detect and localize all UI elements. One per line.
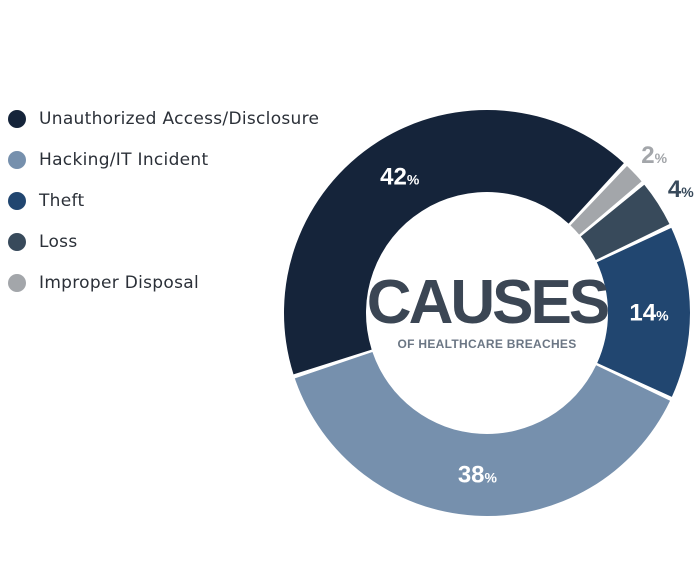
legend-swatch <box>8 191 26 210</box>
legend-swatch <box>8 150 26 169</box>
legend-label: Improper Disposal <box>39 272 199 293</box>
legend-label: Loss <box>39 231 78 252</box>
percent-label: 38% <box>458 462 498 489</box>
percent-label: 14% <box>629 299 669 326</box>
chart-legend: Unauthorized Access/Disclosure Hacking/I… <box>8 98 319 303</box>
legend-item: Theft <box>8 180 319 221</box>
chart-title: CAUSES <box>367 268 608 337</box>
donut-slice <box>294 351 671 517</box>
legend-swatch <box>8 232 26 251</box>
legend-item: Hacking/IT Incident <box>8 139 319 180</box>
percent-label: 2% <box>641 142 667 169</box>
donut-slice <box>570 165 642 235</box>
percent-label: 42% <box>380 164 420 191</box>
legend-item: Unauthorized Access/Disclosure <box>8 98 319 139</box>
legend-swatch <box>8 273 26 292</box>
donut-slices <box>284 110 690 517</box>
legend-swatch <box>8 109 26 128</box>
chart-subtitle: OF HEALTHCARE BREACHES <box>397 337 576 351</box>
legend-item: Improper Disposal <box>8 262 319 303</box>
legend-label: Unauthorized Access/Disclosure <box>39 108 320 129</box>
donut-slice <box>580 184 670 260</box>
legend-item: Loss <box>8 221 319 262</box>
donut-slice <box>284 110 624 375</box>
legend-label: Hacking/IT Incident <box>39 149 209 170</box>
donut-slice <box>596 227 690 397</box>
percent-label: 4% <box>668 176 694 203</box>
legend-label: Theft <box>39 190 85 211</box>
percent-labels: 38% 42% 2%4% 14% <box>380 142 694 489</box>
